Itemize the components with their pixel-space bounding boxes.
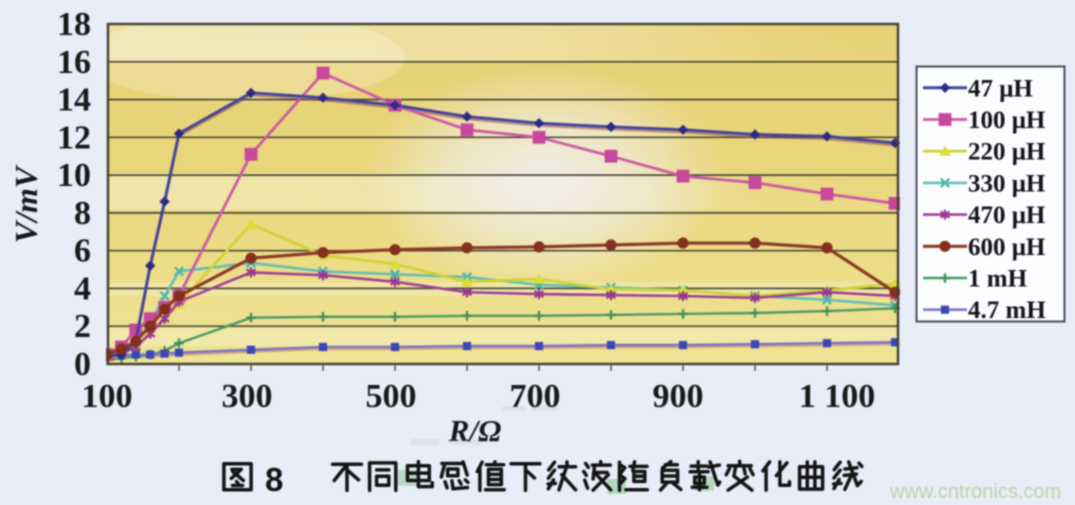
svg-text:4: 4 [74,270,91,307]
svg-text:700: 700 [510,378,561,415]
svg-text:330 μH: 330 μH [968,170,1046,197]
svg-text:6: 6 [74,233,91,270]
svg-text:100 μH: 100 μH [968,107,1046,134]
svg-text:www.cntronics.com: www.cntronics.com [889,481,1061,503]
svg-text:2: 2 [74,308,91,345]
svg-text:8: 8 [74,195,91,232]
svg-text:14: 14 [57,82,91,119]
svg-text:12: 12 [57,119,91,156]
svg-text:R/Ω: R/Ω [448,413,501,448]
svg-text:470 μH: 470 μH [968,202,1046,229]
svg-text:10: 10 [57,157,91,194]
svg-text:16: 16 [57,44,91,81]
svg-text:220 μH: 220 μH [968,139,1046,166]
svg-text:4.7 mH: 4.7 mH [968,297,1046,324]
svg-text:V/mV: V/mV [8,164,44,243]
svg-text:1 mH: 1 mH [968,266,1028,293]
svg-text:1 100: 1 100 [799,378,876,415]
svg-text:600 μH: 600 μH [968,234,1046,261]
svg-text:300: 300 [222,378,273,415]
svg-text:900: 900 [653,378,704,415]
svg-text:0: 0 [74,346,91,383]
svg-text:8: 8 [265,461,283,498]
svg-text:47 μH: 47 μH [968,75,1033,102]
svg-text:500: 500 [366,378,417,415]
svg-text:100: 100 [82,378,133,415]
svg-text:18: 18 [57,6,91,43]
